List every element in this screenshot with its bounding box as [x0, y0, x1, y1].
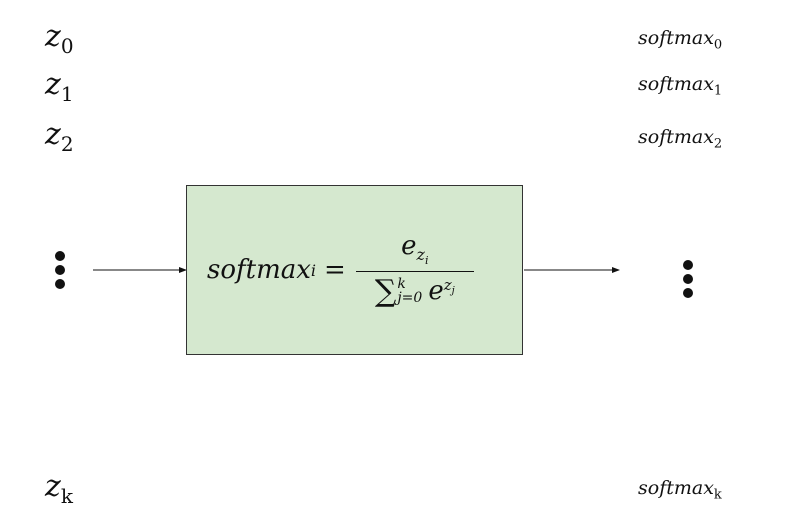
output-softmax2: softmax2 — [638, 128, 722, 151]
dot — [55, 279, 65, 289]
formula-numerator: ezi — [395, 231, 434, 270]
input-z0: z0 — [45, 19, 74, 58]
input-z2-base: z — [45, 117, 61, 152]
output-softmax0: softmax0 — [638, 29, 722, 52]
output-softmaxk: softmaxk — [638, 479, 722, 502]
input-z0-index: 0 — [60, 34, 74, 58]
denominator-term: ezj — [428, 276, 454, 306]
dot — [683, 288, 693, 298]
dot — [683, 260, 693, 270]
softmax-formula: softmax i = ezi ∑ k j=0 ezj — [207, 186, 474, 354]
output-softmax0-base: softmax — [638, 27, 714, 49]
output-softmax0-index: 0 — [713, 37, 723, 53]
input-z2: z2 — [45, 117, 74, 156]
output-softmax2-index: 2 — [713, 136, 723, 152]
sum-upper: k — [397, 275, 406, 292]
numerator-sub-base: z — [416, 244, 425, 264]
output-ellipsis-dots — [683, 260, 695, 302]
input-z1: z1 — [45, 67, 74, 106]
output-softmaxk-base: softmax — [638, 477, 714, 499]
input-z1-index: 1 — [60, 82, 74, 106]
fraction-bar — [355, 270, 474, 272]
output-softmax1-index: 1 — [713, 83, 723, 99]
input-zk-index: k — [60, 484, 73, 508]
sum-limits: k j=0 — [397, 275, 423, 307]
numerator-sub-index: i — [424, 253, 429, 267]
denominator-base: e — [428, 276, 444, 307]
sum-lower: j=0 — [397, 290, 423, 307]
input-z1-base: z — [45, 67, 61, 102]
formula-lhs-index: i — [310, 260, 317, 280]
input-zk: zk — [45, 469, 73, 508]
denominator-exp-base: z — [443, 276, 452, 295]
numerator-base: e — [401, 231, 417, 262]
formula-lhs: softmax — [207, 255, 311, 285]
input-z0-base: z — [45, 19, 61, 54]
formula-equals: = — [324, 255, 346, 285]
input-ellipsis-dots — [55, 251, 67, 293]
dot — [55, 251, 65, 261]
softmax-box: softmax i = ezi ∑ k j=0 ezj — [186, 185, 523, 355]
input-zk-base: z — [45, 469, 61, 504]
formula-denominator: ∑ k j=0 ezj — [375, 272, 455, 309]
output-softmax1: softmax1 — [638, 75, 722, 98]
input-z2-index: 2 — [60, 132, 74, 156]
output-softmax1-base: softmax — [638, 73, 714, 95]
formula-fraction: ezi ∑ k j=0 ezj — [355, 231, 474, 309]
output-softmaxk-index: k — [713, 487, 722, 503]
dot — [683, 274, 693, 284]
dot — [55, 265, 65, 275]
output-softmax2-base: softmax — [638, 126, 714, 148]
sum-symbol: ∑ — [374, 273, 397, 309]
denominator-exp-index: j — [451, 285, 455, 297]
